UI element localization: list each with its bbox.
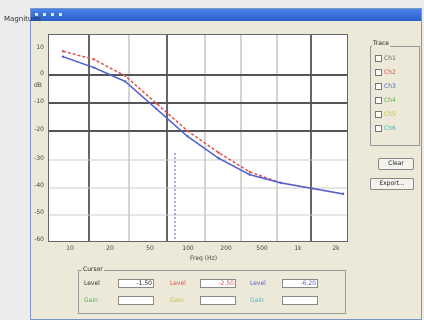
gain-field-2[interactable]: [200, 296, 236, 305]
data-point: [186, 135, 189, 138]
y-tick-label: -60: [34, 236, 44, 243]
window-label: Magnitude: [4, 15, 42, 23]
data-point: [310, 187, 314, 190]
x-tick-label: 20: [106, 245, 114, 252]
legend-label: Ch4: [384, 97, 396, 104]
data-point: [217, 151, 220, 154]
gain-field-3[interactable]: [282, 296, 318, 305]
x-tick-label: 200: [220, 245, 232, 252]
checkbox-icon[interactable]: [375, 55, 382, 62]
title-bar: [31, 9, 421, 21]
data-point: [341, 192, 345, 196]
data-point: [186, 129, 189, 132]
legend-label: Ch2: [384, 69, 396, 76]
legend-label: Ch6: [384, 125, 396, 132]
data-point: [248, 170, 251, 174]
legend-item-ch4[interactable]: Ch4: [375, 97, 396, 104]
data-point: [155, 107, 158, 111]
cursor-panel: [78, 270, 346, 314]
x-tick-label: 100: [182, 245, 194, 252]
data-point: [155, 102, 158, 105]
data-point: [248, 173, 251, 176]
clear-button[interactable]: Clear: [378, 158, 414, 170]
y-tick-label: 0: [40, 70, 44, 77]
menu-dot-icon[interactable]: [35, 13, 38, 16]
legend-item-ch2[interactable]: Ch2: [375, 69, 396, 76]
y-tick-label: 10: [36, 44, 44, 51]
gain-label: Gain: [170, 297, 184, 304]
level-label: Level: [250, 280, 266, 287]
data-point: [124, 74, 127, 78]
x-axis-label: Freq (Hz): [190, 255, 218, 262]
data-point: [217, 157, 220, 160]
gain-label: Gain: [84, 297, 98, 304]
menu-dot-icon[interactable]: [43, 13, 46, 16]
legend-item-ch5[interactable]: Ch5: [375, 111, 396, 118]
y-tick-label: -40: [34, 182, 44, 189]
level-field-2[interactable]: -2.50: [200, 279, 236, 288]
y-tick-label: -30: [34, 155, 44, 162]
level-label: Level: [84, 280, 100, 287]
y-tick-label: -20: [34, 126, 44, 133]
level-field-1[interactable]: -1.50: [118, 279, 154, 288]
level-field-3[interactable]: -6.20: [282, 279, 318, 288]
legend-item-ch1[interactable]: Ch1: [375, 55, 396, 62]
legend-item-ch3[interactable]: Ch3: [375, 83, 396, 90]
legend-label: Ch1: [384, 55, 396, 62]
level-label: Level: [170, 280, 186, 287]
data-point: [61, 55, 65, 58]
x-tick-label: 10: [66, 245, 74, 252]
legend-group: Ch1 Ch2 Ch3 Ch4 Ch5 Ch6: [370, 46, 420, 146]
data-point: [92, 66, 96, 69]
checkbox-icon[interactable]: [375, 125, 382, 132]
menu-dot-icon[interactable]: [51, 13, 54, 16]
y-tick-label: -50: [34, 209, 44, 216]
menu-dot-icon[interactable]: [59, 13, 62, 16]
data-point: [279, 181, 282, 185]
y-axis-label: dB: [34, 82, 42, 89]
plot-area[interactable]: [48, 34, 348, 242]
legend-label: Ch5: [384, 111, 396, 118]
gain-field-1[interactable]: [118, 296, 154, 305]
data-point: [92, 58, 96, 61]
legend-item-ch6[interactable]: Ch6: [375, 125, 396, 132]
legend-title: Trace: [372, 40, 390, 47]
series-line-ch3: [62, 55, 344, 195]
checkbox-icon[interactable]: [375, 97, 382, 104]
panel-title: Cursor: [82, 266, 104, 273]
x-tick-label: 2k: [332, 245, 340, 252]
x-tick-label: 50: [146, 245, 154, 252]
data-point: [124, 80, 127, 83]
checkbox-icon[interactable]: [375, 111, 382, 118]
checkbox-icon[interactable]: [375, 83, 382, 90]
gain-label: Gain: [250, 297, 264, 304]
y-tick-label: -10: [34, 98, 44, 105]
data-point: [61, 50, 65, 53]
checkbox-icon[interactable]: [375, 69, 382, 76]
x-tick-label: 500: [256, 245, 268, 252]
legend-label: Ch3: [384, 83, 396, 90]
x-tick-label: 1k: [294, 245, 302, 252]
chart-svg: [49, 35, 347, 241]
export-button[interactable]: Export...: [370, 178, 414, 190]
